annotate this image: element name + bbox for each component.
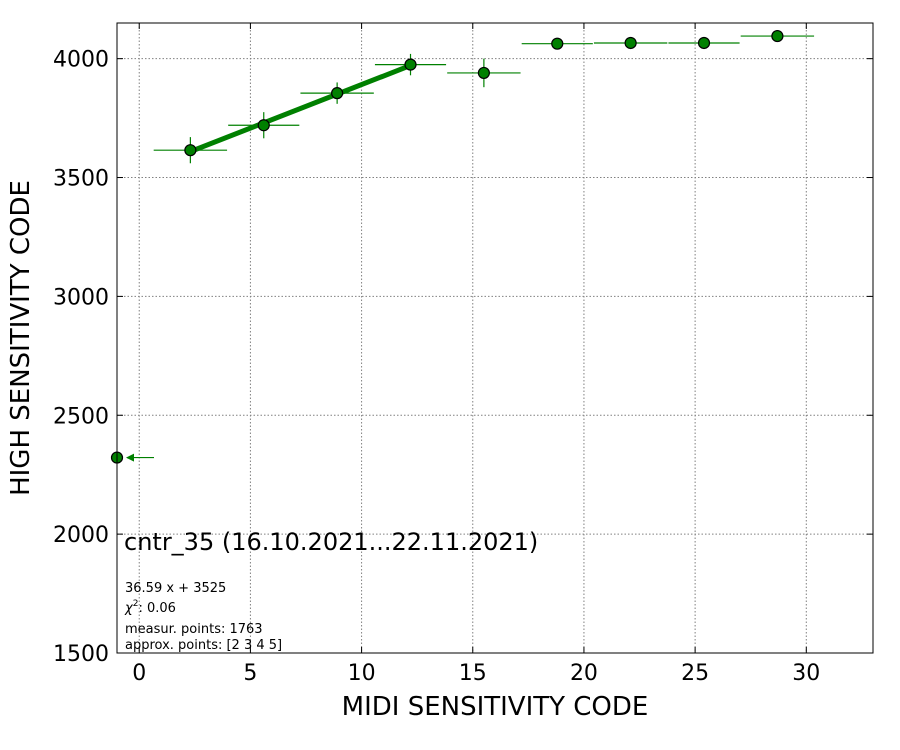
data-point-group <box>153 137 228 164</box>
fit-line-layer <box>187 62 414 155</box>
y-tick-label: 3500 <box>53 167 109 192</box>
annotation-fit-formula: 36.59 x + 3525 <box>125 581 226 596</box>
data-point-group <box>374 53 447 76</box>
y-tick-label: 1500 <box>53 642 109 667</box>
limit-arrow-head <box>126 453 134 462</box>
data-point <box>477 66 490 80</box>
plot-area-frame <box>116 22 874 654</box>
x-tick-label: 15 <box>459 661 487 686</box>
y-tick-label: 2000 <box>53 523 109 548</box>
y-tick-label: 4000 <box>53 48 109 73</box>
x-tick-label: 0 <box>132 661 146 686</box>
data-point <box>184 144 197 157</box>
data-point <box>624 36 637 50</box>
data-points <box>110 29 815 464</box>
data-point <box>331 87 344 100</box>
annotation-title: cntr_35 (16.10.2021...22.11.2021) <box>124 528 538 556</box>
y-tick-label: 2500 <box>53 404 109 429</box>
x-tick-label: 25 <box>681 661 709 686</box>
data-point-group <box>447 58 521 88</box>
data-point-group <box>228 112 300 139</box>
chi-symbol: χ <box>124 601 134 616</box>
data-point <box>697 36 711 50</box>
data-point-group <box>593 36 668 50</box>
ticks: 0 5 10 15 20 25 30 1500 2000 2500 3000 3500 4000 <box>53 23 873 686</box>
grid <box>117 23 873 653</box>
chi-value: : 0.06 <box>138 601 175 616</box>
chi-superscript: 2 <box>133 599 139 609</box>
data-point-group <box>521 37 593 50</box>
x-tick-label: 30 <box>792 661 820 686</box>
y-tick-label: 3000 <box>53 285 109 310</box>
data-point <box>771 29 784 43</box>
data-point-group <box>668 36 740 50</box>
data-point-group <box>300 82 374 104</box>
y-axis-label: HIGH SENSITIVITY CODE <box>6 180 36 496</box>
x-tick-label: 20 <box>570 661 598 686</box>
fit-line <box>187 62 414 155</box>
x-tick-label: 5 <box>243 661 257 686</box>
x-tick-label: 10 <box>348 661 376 686</box>
data-point <box>404 58 417 71</box>
annotation-measurement-points: measur. points: 1763 <box>125 622 263 637</box>
data-point <box>257 119 270 132</box>
annotation-approximation-points: approx. points: [2 3 4 5] <box>125 638 282 653</box>
data-point-group <box>740 29 815 43</box>
data-point <box>551 37 564 50</box>
annotation-chi-squared: χ2: 0.06 <box>124 599 176 616</box>
x-axis-label: MIDI SENSITIVITY CODE <box>342 692 649 722</box>
